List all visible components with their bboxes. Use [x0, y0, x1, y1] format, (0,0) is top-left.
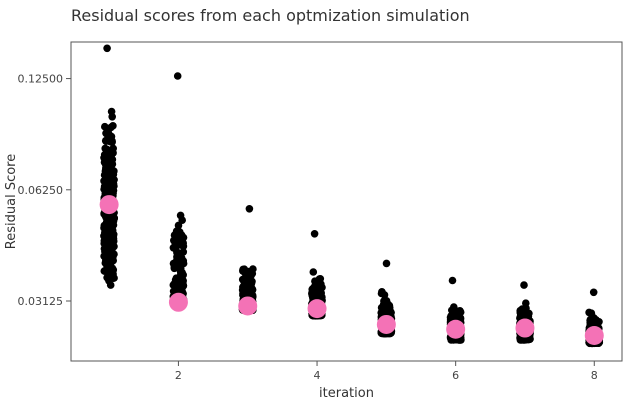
data-point	[589, 288, 598, 297]
summary-point	[99, 195, 119, 215]
data-point	[382, 259, 391, 268]
x-tick-label: 6	[452, 369, 459, 382]
data-point	[383, 299, 391, 308]
data-point	[170, 236, 178, 245]
data-point	[308, 289, 316, 297]
summary-point	[307, 299, 327, 319]
x-tick-label: 4	[314, 369, 321, 382]
data-point	[318, 283, 326, 292]
data-point	[102, 137, 110, 145]
summary-point	[584, 326, 604, 346]
data-point	[173, 72, 182, 80]
data-point	[245, 205, 254, 213]
data-point	[242, 283, 251, 292]
plot-frame	[70, 41, 623, 362]
data-point	[110, 214, 118, 223]
y-tick-label: 0.06250	[18, 184, 64, 197]
data-point	[169, 244, 178, 252]
data-point	[179, 242, 187, 250]
data-point	[107, 107, 116, 116]
summary-point	[376, 314, 396, 334]
y-axis: 0.03125 0.06250 0.12500	[18, 73, 71, 308]
data-point	[176, 279, 185, 287]
data-point	[106, 230, 115, 239]
data-point	[521, 312, 530, 321]
y-tick-label: 0.12500	[18, 73, 64, 86]
data-point	[105, 167, 114, 176]
data-point	[102, 225, 110, 234]
data-point	[109, 253, 117, 261]
data-point	[101, 122, 109, 131]
data-point	[595, 318, 603, 326]
y-axis-title: Residual Score	[4, 154, 19, 249]
summary-layer	[99, 195, 604, 346]
data-point	[176, 264, 185, 272]
chart-title: Residual scores from each optmization si…	[71, 6, 470, 25]
summary-point	[168, 292, 188, 312]
x-axis-title: iteration	[319, 386, 374, 400]
data-point	[310, 230, 319, 238]
data-point	[448, 276, 457, 285]
data-point	[109, 183, 117, 191]
data-point	[108, 173, 117, 182]
x-axis: 2 4 6 8	[175, 361, 598, 382]
data-point	[179, 248, 188, 256]
x-tick-label: 2	[175, 369, 182, 382]
summary-point	[515, 318, 535, 338]
data-point	[103, 44, 111, 53]
data-point	[178, 216, 186, 224]
summary-point	[238, 296, 258, 316]
data-point	[519, 336, 528, 344]
data-point	[243, 268, 251, 277]
data-point	[108, 271, 116, 279]
data-point	[309, 268, 318, 276]
data-point	[170, 262, 179, 271]
data-point	[249, 265, 257, 273]
data-point	[104, 129, 113, 137]
y-tick-label: 0.03125	[18, 295, 64, 308]
data-point	[100, 267, 109, 275]
data-point	[377, 303, 386, 312]
data-point	[102, 258, 110, 266]
summary-point	[446, 319, 466, 339]
x-tick-label: 8	[591, 369, 598, 382]
data-point	[450, 303, 458, 311]
data-point	[378, 288, 386, 296]
data-point	[520, 281, 528, 289]
data-point	[103, 244, 112, 253]
data-point	[101, 156, 110, 165]
data-point	[585, 308, 593, 317]
